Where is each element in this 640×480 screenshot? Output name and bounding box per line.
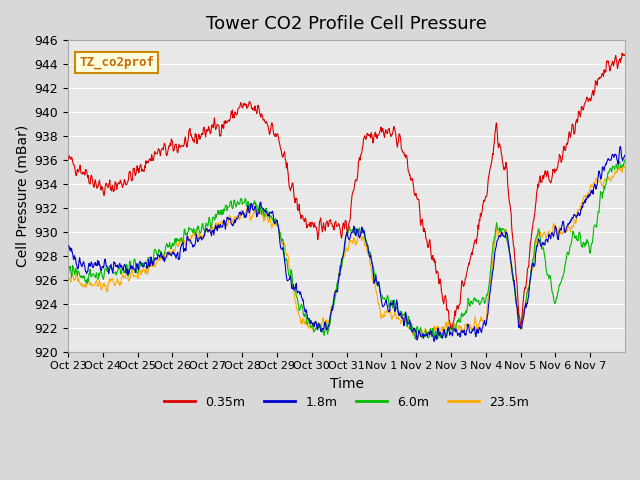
- Legend: 0.35m, 1.8m, 6.0m, 23.5m: 0.35m, 1.8m, 6.0m, 23.5m: [159, 391, 534, 414]
- Title: Tower CO2 Profile Cell Pressure: Tower CO2 Profile Cell Pressure: [206, 15, 487, 33]
- Y-axis label: Cell Pressure (mBar): Cell Pressure (mBar): [15, 125, 29, 267]
- X-axis label: Time: Time: [330, 377, 364, 391]
- Text: TZ_co2prof: TZ_co2prof: [79, 56, 154, 69]
